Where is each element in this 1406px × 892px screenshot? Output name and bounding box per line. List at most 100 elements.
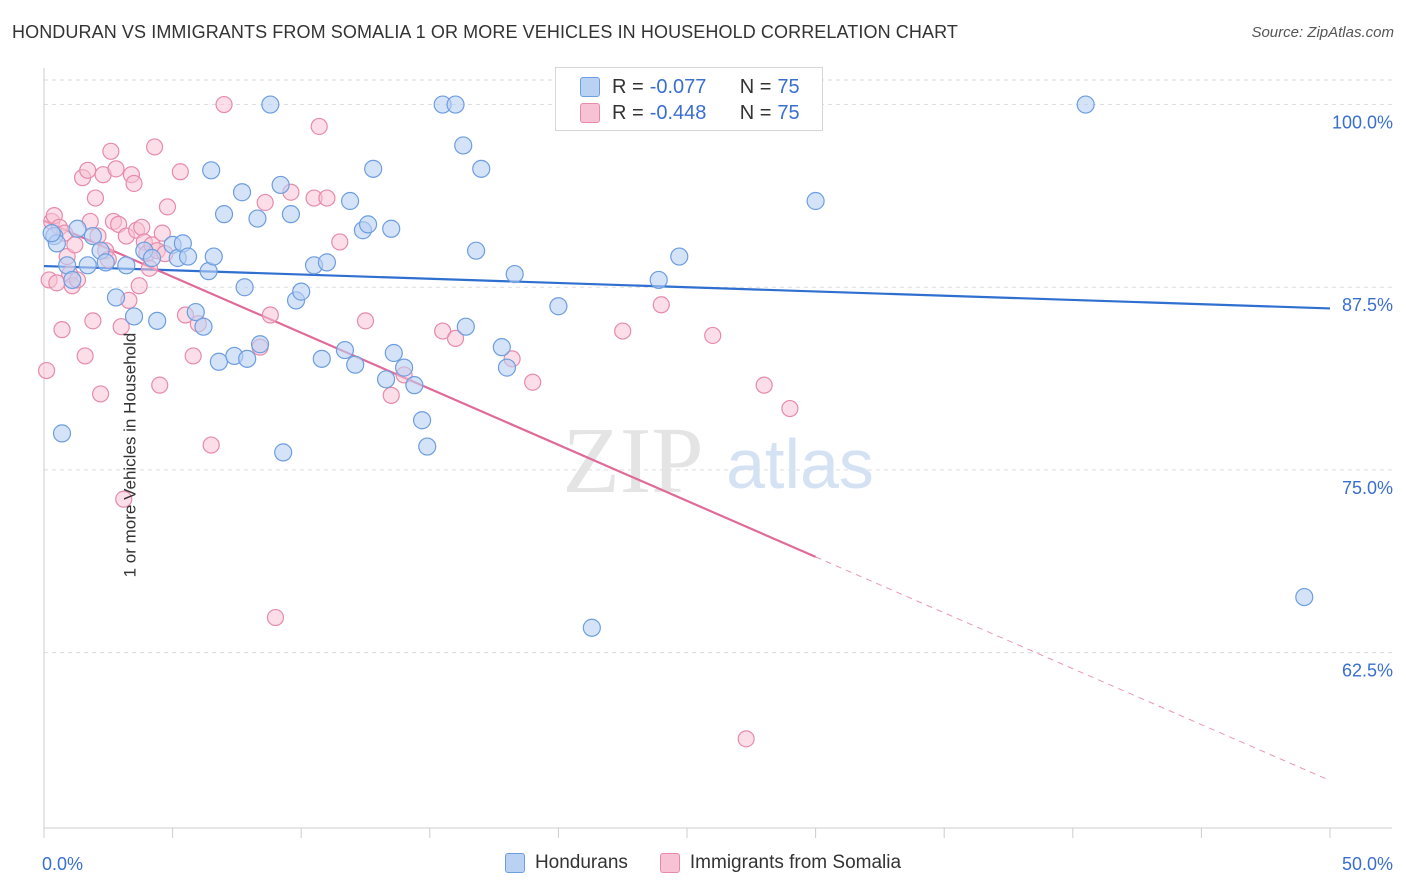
- somalia-point: [266, 608, 285, 627]
- somalia-point: [652, 296, 670, 314]
- x-tick-label: 50.0%: [1342, 854, 1393, 874]
- honduran-point: [497, 358, 517, 377]
- honduran-point: [63, 270, 82, 290]
- somalia-point: [102, 142, 120, 160]
- honduran-point: [376, 370, 396, 389]
- honduran-point: [248, 209, 267, 228]
- honduran-point: [340, 191, 360, 211]
- watermark-zip: ZIP: [563, 409, 704, 513]
- honduran-point: [454, 136, 473, 155]
- legend-n-value: 75: [777, 101, 800, 124]
- somalia-trend-line: [43, 219, 817, 558]
- honduran-point: [418, 437, 437, 456]
- legend-n-label: N =: [739, 75, 772, 98]
- honduran-point: [232, 183, 252, 202]
- somalia-point: [704, 326, 722, 345]
- honduran-point: [78, 256, 97, 275]
- somalia-point: [356, 312, 375, 330]
- legend-item-hondurans: Hondurans: [504, 852, 628, 874]
- source-label: Source: ZipAtlas.com: [1251, 24, 1394, 41]
- somalia-point: [112, 318, 130, 336]
- x-tick-label: 0.0%: [42, 854, 83, 874]
- somalia-point: [130, 277, 148, 295]
- tick-labels: 100.0% 87.5% 75.0% 62.5% 0.0% 50.0%: [42, 113, 1393, 874]
- honduran-point: [148, 311, 167, 330]
- honduran-point: [346, 355, 365, 374]
- honduran-point: [412, 411, 432, 430]
- honduran-point: [106, 288, 126, 307]
- honduran-point: [142, 248, 162, 268]
- correlation-legend: R = -0.077 N = 75 R = -0.448 N = 75: [555, 67, 823, 131]
- honduran-point: [312, 349, 331, 368]
- somalia-point: [79, 161, 97, 179]
- honduran-point: [806, 191, 825, 211]
- somalia-point: [53, 321, 71, 339]
- legend-row-hondurans: R = -0.077 N = 75: [580, 75, 800, 99]
- somalia-point: [202, 436, 220, 454]
- somalia-point: [524, 373, 542, 391]
- somalia-point: [151, 376, 169, 394]
- legend-r-label: R =: [612, 75, 644, 98]
- somalia-point: [446, 329, 465, 347]
- somalia-point: [76, 347, 94, 365]
- honduran-point: [317, 253, 337, 272]
- honduran-point: [649, 270, 668, 290]
- legend-swatch-pink: [580, 103, 600, 123]
- honduran-point: [235, 278, 254, 297]
- legend-swatch-blue: [504, 853, 525, 873]
- somalia-point: [184, 347, 202, 365]
- honduran-point: [384, 343, 403, 363]
- honduran-point: [178, 247, 198, 266]
- y-tick-label: 100.0%: [1332, 113, 1393, 133]
- legend-r-value: -0.077: [649, 75, 707, 98]
- legend-label-somalia: Immigrants from Somalia: [689, 852, 902, 873]
- honduran-point: [52, 424, 72, 443]
- honduran-point: [549, 297, 568, 316]
- honduran-point: [186, 302, 205, 322]
- legend-swatch-pink: [659, 853, 680, 873]
- legend-n-label: N =: [739, 101, 772, 124]
- series-legend: Hondurans Immigrants from Somalia: [0, 852, 1406, 874]
- honduran-point: [1076, 95, 1095, 114]
- somalia-point: [91, 385, 110, 403]
- honduran-point: [42, 224, 61, 243]
- legend-r-value: -0.448: [649, 101, 707, 124]
- watermark: ZIP atlas: [563, 409, 874, 513]
- honduran-point: [394, 358, 414, 377]
- honduran-point: [492, 338, 511, 357]
- honduran-point: [292, 282, 311, 301]
- somalia-point: [125, 174, 143, 193]
- somalia-point: [171, 163, 189, 181]
- honduran-point: [209, 352, 228, 371]
- chart-title: HONDURAN VS IMMIGRANTS FROM SOMALIA 1 OR…: [12, 22, 958, 42]
- honduran-point: [281, 205, 301, 224]
- y-axis-label: 1 or more Vehicles in Household: [120, 332, 140, 578]
- somalia-point: [256, 193, 274, 212]
- honduran-point: [670, 247, 689, 266]
- somalia-point: [115, 490, 133, 508]
- y-tick-label: 62.5%: [1342, 661, 1393, 681]
- honduran-point: [117, 256, 136, 275]
- somalia-point: [86, 189, 105, 207]
- somalia-point: [145, 138, 164, 156]
- hondurans-trend-line: [43, 264, 1331, 310]
- honduran-point: [405, 376, 424, 395]
- honduran-point: [466, 241, 486, 260]
- somalia-trend-extension: [815, 556, 1331, 781]
- honduran-point: [96, 253, 115, 272]
- somalia-point: [37, 361, 56, 380]
- legend-swatch-blue: [580, 77, 600, 97]
- somalia-point: [107, 160, 125, 178]
- somalia-point: [331, 233, 349, 251]
- y-tick-label: 75.0%: [1342, 478, 1393, 498]
- honduran-point: [238, 349, 257, 368]
- trend-lines: [43, 219, 1331, 781]
- somalia-point: [737, 730, 755, 748]
- y-tick-label: 87.5%: [1342, 295, 1393, 315]
- honduran-point: [250, 335, 270, 354]
- somalia-point: [158, 198, 177, 216]
- honduran-point: [382, 219, 401, 238]
- somalia-point: [133, 218, 151, 236]
- legend-label-hondurans: Hondurans: [534, 852, 628, 873]
